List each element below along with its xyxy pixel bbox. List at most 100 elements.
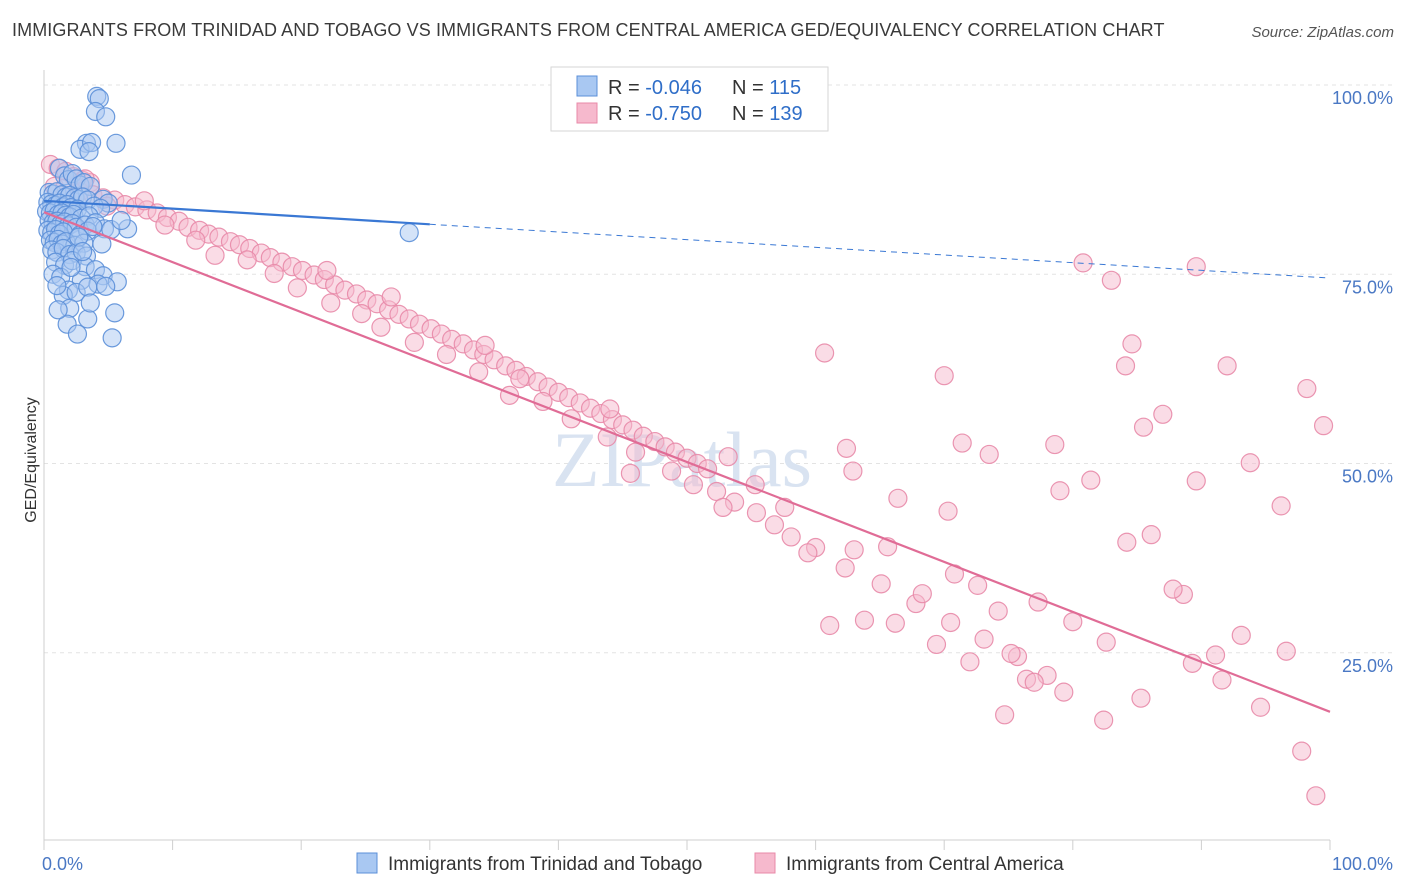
legend-r-label-1: R = (608, 77, 645, 99)
point-central-america-79 (371, 317, 391, 337)
point-central-america-77 (321, 293, 341, 313)
point-trinidad-tobago-103 (80, 293, 100, 313)
point-central-america-160 (1117, 532, 1137, 552)
point-central-america-165 (1231, 625, 1251, 645)
y-tick-label-0: 100.0% (1332, 88, 1393, 108)
point-central-america-137 (1186, 257, 1206, 277)
point-central-america-154 (843, 461, 863, 481)
y-axis-title: GED/Equivalency (23, 397, 40, 522)
point-central-america-76 (287, 278, 307, 298)
point-central-america-162 (1163, 579, 1183, 599)
point-trinidad-tobago-96 (78, 277, 98, 297)
bottom-legend-label-series-1: Immigrants from Trinidad and Tobago (388, 854, 702, 875)
point-central-america-117 (988, 601, 1008, 621)
point-central-america-78 (352, 304, 372, 324)
point-central-america-136 (1115, 356, 1136, 376)
point-trinidad-tobago-112 (47, 276, 67, 296)
point-central-america-99 (941, 612, 961, 633)
point-central-america-75 (264, 263, 284, 284)
point-central-america-171 (1094, 710, 1114, 730)
point-central-america-147 (934, 366, 954, 386)
svg-text:N = 139: N = 139 (732, 103, 803, 125)
legend-r-value-2: -0.750 (645, 103, 702, 125)
point-central-america-121 (820, 615, 840, 636)
point-central-america-122 (854, 610, 875, 630)
point-central-america-125 (960, 652, 980, 672)
point-trinidad-tobago-114 (111, 210, 131, 231)
y-tick-label-3: 25.0% (1342, 656, 1393, 676)
point-central-america-168 (1292, 741, 1312, 761)
point-central-america-145 (1122, 334, 1142, 354)
point-central-america-100 (974, 629, 994, 649)
point-central-america-141 (1271, 496, 1291, 516)
grid-lines (44, 84, 1393, 654)
point-central-america-138 (1217, 356, 1237, 376)
point-central-america-161 (1141, 525, 1161, 545)
point-central-america-157 (979, 444, 999, 465)
point-central-america-105 (475, 335, 495, 356)
point-central-america-72 (186, 230, 206, 250)
chart-source: Source: ZipAtlas.com (1251, 24, 1394, 41)
series-legend: Immigrants from Trinidad and Tobago Immi… (356, 852, 1064, 875)
point-central-america-155 (888, 488, 908, 508)
point-trinidad-tobago-110 (72, 241, 93, 262)
point-central-america-74 (237, 250, 257, 270)
point-trinidad-tobago-102 (102, 328, 122, 348)
point-central-america-109 (718, 447, 738, 467)
chart-title: IMMIGRANTS FROM TRINIDAD AND TOBAGO VS I… (12, 20, 1165, 40)
point-central-america-140 (1240, 453, 1260, 473)
point-central-america-80 (404, 332, 424, 352)
point-central-america-104 (381, 287, 401, 307)
point-central-america-143 (1313, 416, 1334, 436)
point-trinidad-tobago-3 (96, 107, 116, 127)
point-trinidad-tobago-8 (79, 142, 99, 162)
point-central-america-132 (815, 343, 835, 363)
point-central-america-151 (1205, 645, 1226, 665)
x-tick-labels: 0.0% 100.0% (42, 854, 1393, 874)
point-central-america-169 (1306, 786, 1326, 806)
point-central-america-106 (510, 369, 530, 389)
point-trinidad-tobago-99 (78, 309, 98, 329)
point-central-america-128 (1054, 682, 1074, 702)
point-central-america-114 (912, 584, 932, 604)
point-central-america-96 (835, 558, 855, 578)
svg-text:R = -0.046: R = -0.046 (608, 77, 702, 99)
point-central-america-93 (764, 515, 785, 535)
point-central-america-67 (697, 459, 718, 479)
legend-n-value-2: 139 (769, 103, 802, 125)
point-central-america-126 (1001, 643, 1021, 664)
trend-line-trinidad-tobago (43, 199, 430, 226)
point-central-america-131 (1024, 672, 1044, 692)
bottom-legend-swatch-series-2 (754, 852, 776, 874)
point-trinidad-tobago-9 (121, 165, 142, 185)
point-central-america-170 (1131, 688, 1151, 708)
correlation-legend: R = -0.046 N = 115 R = -0.750 N = 139 (550, 66, 829, 132)
trend-line-trinidad-tobago-extension (429, 223, 1331, 279)
point-central-america-156 (952, 433, 972, 453)
point-central-america-139 (1050, 481, 1070, 501)
legend-n-value-1: 115 (769, 77, 801, 99)
bottom-legend-swatch-series-1 (356, 852, 378, 874)
point-central-america-87 (625, 442, 646, 462)
point-central-america-112 (844, 540, 864, 560)
point-central-america-103 (317, 260, 337, 281)
point-central-america-159 (1081, 470, 1101, 490)
point-central-america-124 (926, 634, 947, 655)
point-trinidad-tobago-101 (67, 324, 88, 344)
point-trinidad-tobago-111 (61, 257, 81, 278)
point-trinidad-tobago-104 (96, 276, 116, 296)
y-tick-label-2: 50.0% (1342, 467, 1393, 487)
point-trinidad-tobago-98 (105, 303, 125, 323)
point-central-america-71 (155, 215, 175, 235)
point-central-america-88 (661, 461, 682, 481)
point-central-america-97 (871, 574, 891, 594)
x-tick-label-min: 0.0% (42, 854, 83, 874)
point-trinidad-tobago-7 (106, 133, 126, 153)
point-central-america-134 (938, 501, 958, 521)
trend-line-central-america (43, 211, 1331, 713)
point-central-america-142 (1297, 378, 1317, 399)
legend-n-label-2: N = (732, 103, 769, 125)
point-central-america-107 (600, 399, 620, 419)
point-central-america-92 (746, 503, 767, 523)
